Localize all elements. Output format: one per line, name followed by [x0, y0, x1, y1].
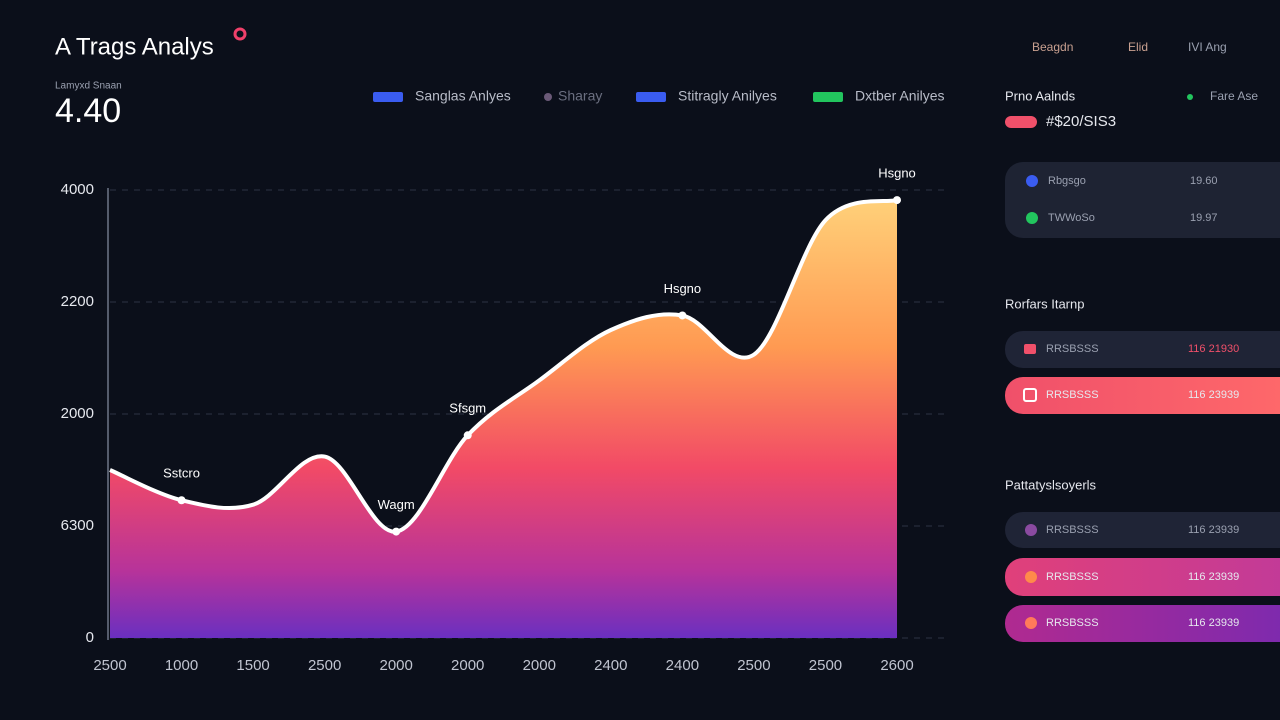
- row-value: 19.97: [1190, 212, 1218, 224]
- annotation: Hsgno: [878, 166, 916, 181]
- line: [109, 198, 898, 534]
- row-value: 116 23939: [1188, 389, 1239, 401]
- big-value: 4.40: [55, 92, 121, 130]
- legend-swatch: [813, 92, 843, 102]
- row[interactable]: [1005, 605, 1280, 642]
- x-tick-label: 2400: [666, 657, 699, 674]
- nav-item[interactable]: Elid: [1128, 40, 1148, 54]
- legend-swatch: [373, 92, 403, 102]
- x-tick-label: 1000: [165, 657, 198, 674]
- point: [177, 496, 186, 505]
- row-label: Rbgsgo: [1048, 175, 1086, 187]
- note-dot: [1187, 94, 1193, 100]
- row-value: 116 23939: [1188, 571, 1239, 583]
- row-icon: [1023, 388, 1037, 402]
- area: [110, 200, 897, 638]
- legend-label: Sharay: [558, 88, 602, 104]
- row-icon: [1025, 571, 1037, 583]
- row-icon: [1025, 524, 1037, 536]
- row[interactable]: [1005, 558, 1280, 596]
- sidebar-title: Prno Aalnds: [1005, 88, 1076, 103]
- row[interactable]: [1005, 377, 1280, 414]
- annotation: Sfsgm: [449, 401, 486, 416]
- section-title: Rorfars Itarnp: [1005, 296, 1084, 311]
- row-icon: [1024, 344, 1036, 354]
- amount: #$20/SIS3: [1046, 113, 1116, 130]
- title: A Trags Analys: [55, 33, 214, 60]
- row-label: RRSBSSS: [1046, 343, 1099, 355]
- row[interactable]: [1005, 331, 1280, 368]
- x-tick-label: 2000: [523, 657, 556, 674]
- row[interactable]: [1005, 512, 1280, 548]
- legend-label: Dxtber Anilyes: [855, 88, 944, 104]
- x-tick-label: 2500: [93, 657, 126, 674]
- section-title: Pattatyslsoyerls: [1005, 477, 1097, 492]
- y-tick-label: 2200: [61, 293, 94, 310]
- point: [678, 311, 687, 320]
- row-label: RRSBSSS: [1046, 617, 1099, 629]
- subtitle: Lamyxd Snaan: [55, 81, 122, 92]
- x-tick-label: 2500: [308, 657, 341, 674]
- annotation: Hsgno: [664, 281, 702, 296]
- annotation: Sstcro: [163, 466, 200, 481]
- row-value: 116 21930: [1188, 343, 1239, 355]
- panel: [1005, 162, 1280, 238]
- legend-label: Stitragly Anilyes: [678, 88, 777, 104]
- row-value: 19.60: [1190, 175, 1218, 187]
- point: [392, 527, 401, 536]
- row-label: RRSBSSS: [1046, 524, 1099, 536]
- note: Fare Ase: [1210, 89, 1258, 103]
- row-value: 116 23939: [1188, 617, 1239, 629]
- x-tick-label: 2000: [379, 657, 412, 674]
- annotation: Wagm: [378, 497, 415, 512]
- point: [463, 431, 472, 440]
- x-tick-label: 2500: [809, 657, 842, 674]
- y-tick-label: 4000: [61, 181, 94, 198]
- nav-item[interactable]: Beagdn: [1032, 40, 1073, 54]
- row-icon: [1025, 617, 1037, 629]
- logo-dot: [233, 27, 247, 41]
- x-tick-label: 2000: [451, 657, 484, 674]
- amount-swatch: [1005, 116, 1037, 128]
- legend-swatch: [636, 92, 666, 102]
- x-tick-label: 2500: [737, 657, 770, 674]
- row-label: TWWoSo: [1048, 212, 1095, 224]
- x-tick-label: 2400: [594, 657, 627, 674]
- row-value: 116 23939: [1188, 524, 1239, 536]
- legend-swatch: [544, 93, 552, 101]
- y-tick-label: 0: [86, 629, 94, 646]
- row-dot: [1026, 175, 1038, 187]
- row-label: RRSBSSS: [1046, 571, 1099, 583]
- y-tick-label: 2000: [61, 405, 94, 422]
- x-tick-label: 2600: [880, 657, 913, 674]
- x-tick-label: 1500: [236, 657, 269, 674]
- point: [893, 196, 901, 205]
- y-tick-label: 6300: [61, 517, 94, 534]
- row-label: RRSBSSS: [1046, 389, 1099, 401]
- legend-label: Sanglas Anlyes: [415, 88, 511, 104]
- nav-item[interactable]: IVI Ang: [1188, 40, 1227, 54]
- row-dot: [1026, 212, 1038, 224]
